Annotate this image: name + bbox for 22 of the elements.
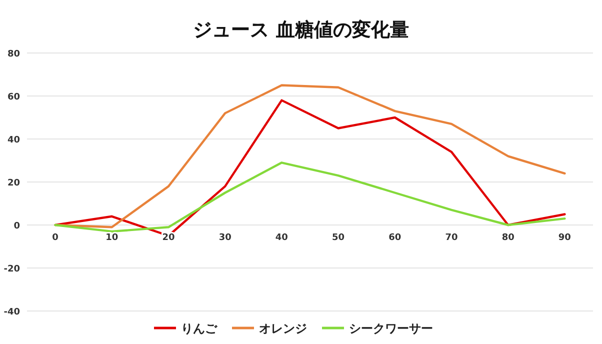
x-tick-label: 70 bbox=[445, 233, 458, 243]
legend-label: オレンジ bbox=[259, 322, 307, 336]
x-tick-label: 90 bbox=[558, 233, 571, 243]
y-tick-label: -40 bbox=[4, 308, 20, 318]
chart-title: ジュース 血糖値の変化量 bbox=[193, 19, 409, 41]
x-tick-label: 20 bbox=[162, 233, 175, 243]
y-tick-label: 20 bbox=[7, 178, 20, 188]
x-tick-label: 40 bbox=[275, 233, 288, 243]
y-tick-label: -20 bbox=[4, 264, 20, 274]
x-tick-label: 50 bbox=[332, 233, 345, 243]
y-tick-label: 40 bbox=[7, 136, 20, 146]
y-tick-label: 80 bbox=[7, 50, 20, 60]
x-tick-label: 60 bbox=[388, 233, 402, 243]
x-tick-label: 0 bbox=[52, 233, 58, 243]
x-tick-label: 10 bbox=[106, 233, 118, 243]
legend-label: りんご bbox=[181, 322, 218, 336]
legend-label: シークワーサー bbox=[349, 322, 433, 336]
y-tick-label: 0 bbox=[14, 222, 20, 232]
y-tick-label: 60 bbox=[7, 92, 20, 102]
x-tick-label: 30 bbox=[218, 233, 232, 243]
line-series bbox=[54, 162, 566, 233]
x-tick-label: 80 bbox=[502, 233, 514, 243]
